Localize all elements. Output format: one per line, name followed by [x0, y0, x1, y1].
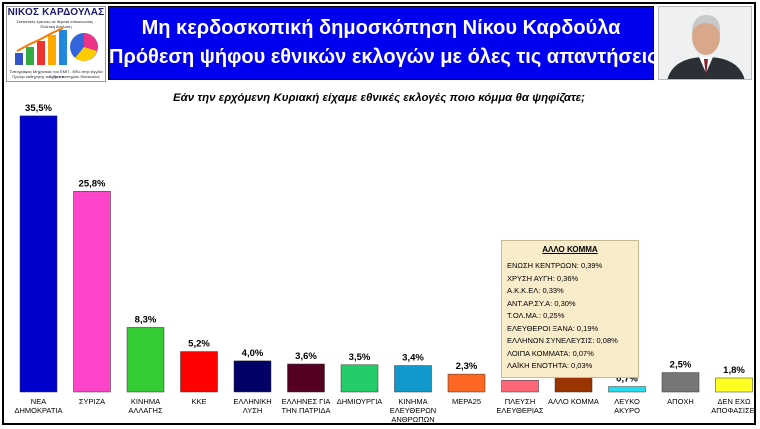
- category-label-9-1: ΕΛΕΥΘΕΡΙΑΣ: [496, 406, 544, 415]
- poll-frame: ΝΙΚΟΣ ΚΑΡΔΟΥΛΑΣ Στατιστικές έρευνες σε θ…: [2, 2, 756, 425]
- breakdown-item-1: ΧΡΥΣΗ ΑΥΓΗ: 0,36%: [507, 273, 579, 283]
- bar-0: [19, 115, 58, 393]
- category-label-5-0: ΕΛΛΗΝΕΣ ΓΙΑ: [282, 397, 331, 406]
- value-label-11: 0,7%: [616, 374, 638, 385]
- header: ΝΙΚΟΣ ΚΑΡΔΟΥΛΑΣ Στατιστικές έρευνες σε θ…: [4, 4, 754, 86]
- category-label-7-0: ΚΙΝΗΜΑ: [398, 397, 427, 406]
- logo-name: ΝΙΚΟΣ ΚΑΡΔΟΥΛΑΣ: [7, 7, 105, 18]
- value-label-13: 1,8%: [723, 365, 745, 376]
- bar-5: [287, 363, 325, 393]
- category-label-4-0: ΕΛΛΗΝΙΚΗ: [233, 397, 271, 406]
- bar-10: [554, 376, 593, 393]
- bar-2: [126, 327, 165, 393]
- category-label-11-0: ΛΕΥΚΟ: [614, 397, 640, 406]
- logo-subtitle: Στατιστικές έρευνες σε θέματα επικοινωνί…: [16, 19, 96, 29]
- category-label-1-0: ΣΥΡΙΖΑ: [79, 397, 105, 406]
- category-label-4-1: ΛΥΣΗ: [243, 406, 263, 415]
- breakdown-item-5: ΕΛΕΥΘΕΡΟΙ ΞΑΝΑ: 0,19%: [507, 323, 599, 333]
- breakdown-item-6: ΕΛΛΗΝΩΝ ΣΥΝΕΛΕΥΣΙΣ: 0,08%: [507, 336, 618, 345]
- value-label-8: 2,3%: [456, 361, 478, 372]
- bar-11: [608, 386, 646, 393]
- value-label-4: 4,0%: [242, 348, 264, 359]
- bar-7: [394, 365, 432, 393]
- breakdown-item-2: Α.Κ.Κ.ΕΛ: 0,33%: [507, 286, 564, 295]
- logo-chart-icon: [15, 27, 98, 65]
- title-line-2: Πρόθεση ψήφου εθνικών εκλογών με όλες τι…: [109, 46, 658, 68]
- logo: ΝΙΚΟΣ ΚΑΡΔΟΥΛΑΣ Στατιστικές έρευνες σε θ…: [6, 6, 106, 82]
- value-label-5: 3,6%: [295, 351, 317, 362]
- bar-6: [340, 364, 379, 393]
- category-label-9-0: ΠΛΕΥΣΗ: [505, 397, 535, 406]
- value-label-2: 8,3%: [135, 314, 157, 325]
- category-label-8-0: ΜΕΡΑ25: [452, 397, 481, 406]
- other-party-breakdown: ΑΛΛΟ ΚΟΜΜΑ ΕΝΩΣΗ ΚΕΝΤΡΩΩΝ: 0,39% ΧΡΥΣΗ ΑΥ…: [501, 240, 639, 378]
- category-label-7-1: ΕΛΕΥΘΕΡΩΝ: [390, 406, 436, 415]
- value-label-3: 5,2%: [188, 339, 210, 350]
- category-label-0-1: ΔΗΜΟΚΡΑΤΙΑ: [14, 406, 62, 415]
- bar-chart: 35,5%ΝΕΑΔΗΜΟΚΡΑΤΙΑ25,8%ΣΥΡΙΖΑ8,3%ΚΙΝΗΜΑΑ…: [14, 103, 754, 424]
- value-label-1: 25,8%: [79, 178, 106, 189]
- breakdown-item-4: Τ.ΟΛ.ΜΑ.: 0,25%: [507, 311, 565, 320]
- category-label-2-1: ΑΛΛΑΓΗΣ: [128, 406, 163, 415]
- chart-question: Εάν την ερχόμενη Κυριακή είχαμε εθνικές …: [172, 92, 586, 104]
- logo-footer-1: Τοπογράφος Μηχανικός του ΕΜΠ - MSc στην …: [9, 69, 103, 79]
- breakdown-item-7: ΛΟΙΠΑ ΚΟΜΜΑΤΑ: 0,07%: [507, 348, 594, 358]
- category-label-10-0: ΑΛΛΟ ΚΟΜΜΑ: [548, 397, 599, 406]
- bar-13: [715, 377, 753, 393]
- category-label-7-2: ΑΝΘΡΩΠΩΝ: [391, 415, 434, 424]
- title-line-1: Μη κερδοσκοπική δημοσκόπηση Νίκου Καρδού…: [141, 17, 621, 39]
- breakdown-item-3: ΑΝΤ.ΑΡ.ΣΥ.Α: 0,30%: [507, 298, 576, 308]
- value-label-12: 2,5%: [670, 360, 692, 371]
- category-label-3-0: ΚΚΕ: [191, 397, 206, 406]
- portrait-photo: [658, 6, 752, 80]
- category-label-5-1: ΤΗΝ ΠΑΤΡΙΔΑ: [281, 406, 330, 415]
- portrait-icon: [659, 7, 751, 79]
- category-label-13-1: ΑΠΟΦΑΣΙΣΕΙ: [711, 406, 754, 415]
- breakdown-title: ΑΛΛΟ ΚΟΜΜΑ: [542, 245, 598, 254]
- category-label-13-0: ΔΕΝ ΕΧΩ: [717, 397, 751, 406]
- category-label-2-0: ΚΙΝΗΜΑ: [131, 397, 160, 406]
- bar-9: [501, 380, 539, 393]
- title-banner: Μη κερδοσκοπική δημοσκόπηση Νίκου Καρδού…: [108, 6, 658, 80]
- value-label-7: 3,4%: [402, 353, 424, 364]
- value-label-6: 3,5%: [349, 352, 371, 363]
- category-label-12-0: ΑΠΟΧΗ: [667, 397, 694, 406]
- breakdown-item-0: ΕΝΩΣΗ ΚΕΝΤΡΩΩΝ: 0,39%: [507, 261, 603, 270]
- bar-1: [73, 191, 111, 393]
- bar-12: [661, 372, 700, 393]
- category-label-6-0: ΔΗΜΙΟΥΡΓΙΑ: [337, 397, 383, 406]
- category-label-11-1: ΑΚΥΡΟ: [614, 406, 640, 415]
- breakdown-item-8: ΛΑΪΚΗ ΕΝΟΤΗΤΑ: 0,03%: [507, 361, 593, 370]
- bar-4: [233, 360, 272, 393]
- logo-footer-2: Πρώην καθηγητής του Πανεπιστημίου Θεσσαλ…: [12, 74, 100, 79]
- category-label-0-0: ΝΕΑ: [31, 397, 46, 406]
- bar-8: [447, 373, 486, 393]
- bar-3: [180, 351, 218, 393]
- value-label-0: 35,5%: [25, 103, 52, 114]
